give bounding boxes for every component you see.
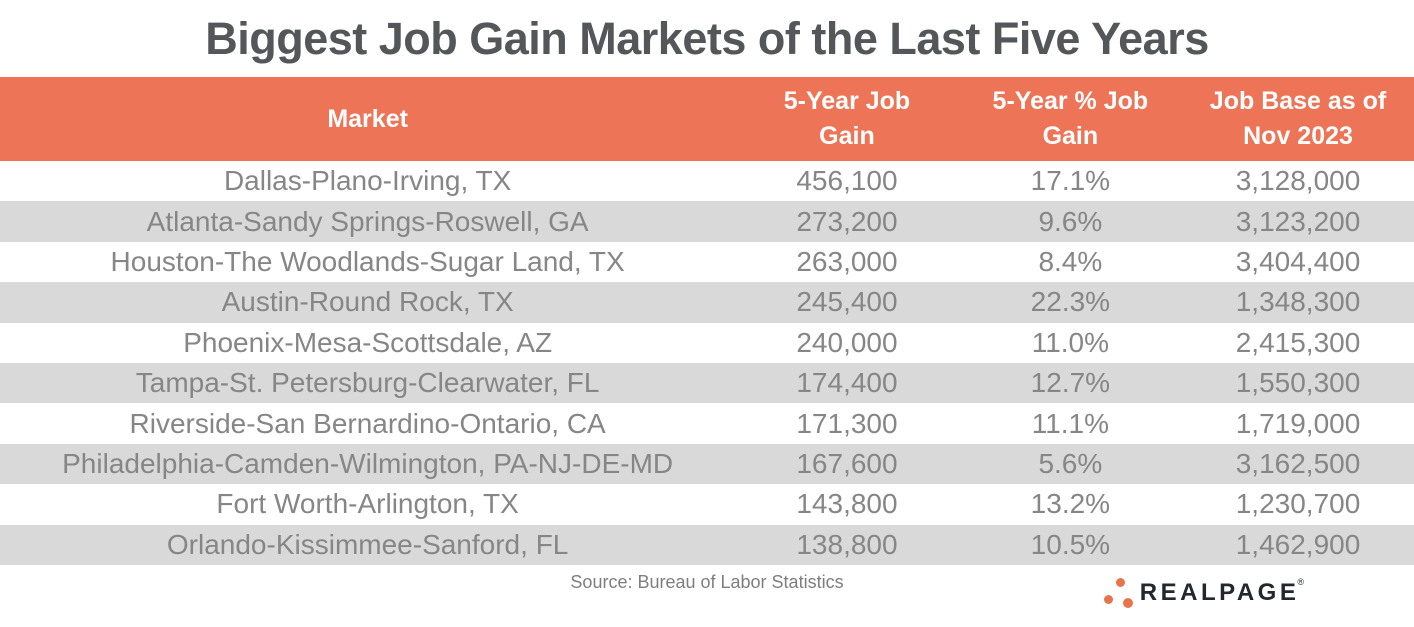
registered-trademark-icon: ® bbox=[1297, 577, 1304, 587]
job-base-cell: 1,230,700 bbox=[1235, 488, 1361, 520]
column-header-label: Nov 2023 bbox=[1243, 122, 1353, 150]
table-row: Dallas-Plano-Irving, TX 456,100 17.1% 3,… bbox=[0, 161, 1414, 201]
job-base-cell: 3,123,200 bbox=[1235, 205, 1361, 237]
column-header-label: Gain bbox=[1042, 122, 1099, 150]
table-row: Atlanta-Sandy Springs-Roswell, GA 273,20… bbox=[0, 201, 1414, 242]
column-header-pct-job-gain: 5-Year % Job Gain bbox=[959, 77, 1182, 161]
realpage-dots-icon bbox=[1103, 576, 1136, 610]
source-note: Source: Bureau of Labor Statistics bbox=[570, 572, 844, 592]
job-base-cell: 1,719,000 bbox=[1235, 407, 1361, 439]
market-cell: Atlanta-Sandy Springs-Roswell, GA bbox=[146, 205, 589, 237]
market-cell: Philadelphia-Camden-Wilmington, PA-NJ-DE… bbox=[62, 448, 674, 480]
market-cell: Orlando-Kissimmee-Sanford, FL bbox=[166, 528, 569, 560]
figure-footer: Source: Bureau of Labor Statistics REALP… bbox=[0, 565, 1414, 627]
pct-job-gain-cell: 11.0% bbox=[1031, 326, 1110, 358]
market-cell: Fort Worth-Arlington, TX bbox=[216, 488, 519, 520]
column-header-label: Job Base as of bbox=[1209, 87, 1387, 115]
column-header-label: Gain bbox=[819, 122, 875, 150]
column-header-label: 5-Year % Job bbox=[992, 87, 1149, 115]
pct-job-gain-cell: 12.7% bbox=[1030, 367, 1111, 399]
job-gain-cell: 167,600 bbox=[796, 448, 898, 480]
realpage-logo-text: REALPAGE bbox=[1139, 579, 1300, 606]
column-header-market: Market bbox=[0, 77, 735, 161]
job-gain-cell: 273,200 bbox=[796, 205, 898, 237]
job-base-cell: 3,162,500 bbox=[1235, 448, 1361, 480]
pct-job-gain-cell: 13.2% bbox=[1030, 488, 1111, 520]
realpage-logo: REALPAGE ® bbox=[1103, 576, 1304, 610]
market-cell: Phoenix-Mesa-Scottsdale, AZ bbox=[183, 326, 553, 358]
table-body: Dallas-Plano-Irving, TX 456,100 17.1% 3,… bbox=[0, 161, 1414, 566]
market-cell: Tampa-St. Petersburg-Clearwater, FL bbox=[135, 367, 600, 399]
pct-job-gain-cell: 10.5% bbox=[1030, 528, 1111, 560]
table-row: Fort Worth-Arlington, TX 143,800 13.2% 1… bbox=[0, 484, 1414, 524]
job-gain-cell: 263,000 bbox=[796, 246, 898, 278]
pct-job-gain-cell: 9.6% bbox=[1038, 205, 1103, 237]
job-base-cell: 3,128,000 bbox=[1235, 165, 1361, 197]
job-base-cell: 1,348,300 bbox=[1235, 286, 1361, 318]
market-cell: Dallas-Plano-Irving, TX bbox=[223, 165, 512, 197]
column-header-label: Market bbox=[327, 104, 408, 133]
job-base-cell: 1,550,300 bbox=[1235, 367, 1361, 399]
table-row: Philadelphia-Camden-Wilmington, PA-NJ-DE… bbox=[0, 443, 1414, 485]
pct-job-gain-cell: 8.4% bbox=[1038, 246, 1103, 278]
job-gain-cell: 143,800 bbox=[796, 488, 898, 520]
pct-job-gain-cell: 22.3% bbox=[1030, 286, 1111, 318]
market-cell: Houston-The Woodlands-Sugar Land, TX bbox=[110, 246, 625, 278]
table-row: Orlando-Kissimmee-Sanford, FL 138,800 10… bbox=[0, 524, 1414, 566]
table-row: Tampa-St. Petersburg-Clearwater, FL 174,… bbox=[0, 363, 1414, 404]
table-row: Phoenix-Mesa-Scottsdale, AZ 240,000 11.0… bbox=[0, 323, 1414, 363]
column-header-job-base: Job Base as of Nov 2023 bbox=[1182, 77, 1414, 161]
market-cell: Austin-Round Rock, TX bbox=[221, 286, 514, 318]
column-header-job-gain: 5-Year Job Gain bbox=[735, 77, 958, 161]
table-header-row: Market 5-Year Job Gain 5-Year % Job Gain… bbox=[0, 77, 1414, 161]
job-gain-cell: 174,400 bbox=[796, 367, 898, 399]
job-gain-cell: 245,400 bbox=[796, 286, 898, 318]
pct-job-gain-cell: 5.6% bbox=[1038, 448, 1103, 480]
job-base-cell: 1,462,900 bbox=[1235, 528, 1361, 560]
job-gain-cell: 171,300 bbox=[796, 407, 898, 439]
job-base-cell: 3,404,400 bbox=[1235, 246, 1361, 278]
job-base-cell: 2,415,300 bbox=[1235, 326, 1361, 358]
pct-job-gain-cell: 17.1% bbox=[1030, 165, 1111, 197]
table-row: Riverside-San Bernardino-Ontario, CA 171… bbox=[0, 403, 1414, 443]
market-cell: Riverside-San Bernardino-Ontario, CA bbox=[129, 407, 606, 439]
page-title: Biggest Job Gain Markets of the Last Fiv… bbox=[205, 12, 1209, 64]
column-header-label: 5-Year Job bbox=[783, 87, 911, 115]
pct-job-gain-cell: 11.1% bbox=[1031, 407, 1110, 439]
table-row: Houston-The Woodlands-Sugar Land, TX 263… bbox=[0, 242, 1414, 282]
job-gain-cell: 456,100 bbox=[796, 165, 898, 197]
table-row: Austin-Round Rock, TX 245,400 22.3% 1,34… bbox=[0, 282, 1414, 323]
job-gain-cell: 138,800 bbox=[796, 528, 898, 560]
job-gain-cell: 240,000 bbox=[796, 326, 898, 358]
